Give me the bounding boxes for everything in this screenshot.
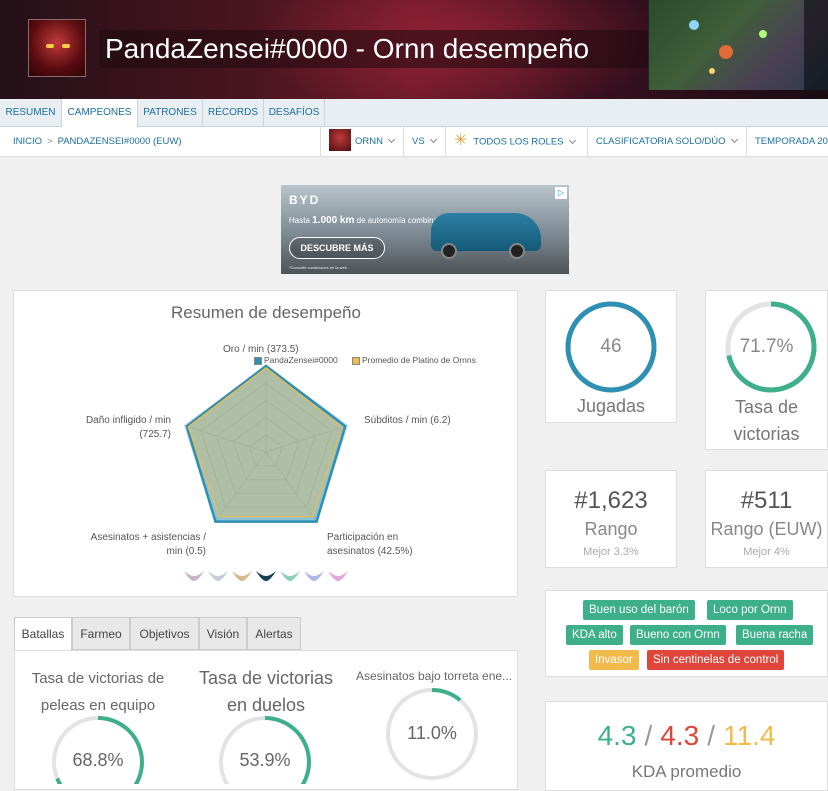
role-filter-label: TODOS LOS ROLES xyxy=(473,136,564,148)
teamfight-value: 68.8% xyxy=(72,750,124,770)
tab-patrones[interactable]: Patrones xyxy=(138,99,203,127)
region-rank-card: #511 Rango (EUW) Mejor 4% xyxy=(705,470,828,568)
champion-filter[interactable]: ORNN xyxy=(320,127,403,157)
vs-filter[interactable]: VS xyxy=(403,127,445,157)
filter-bar: INICIO > PANDAZENSEI#0000 (EUW) ORNN VS ✳ T… xyxy=(0,127,828,157)
winrate-value: 71.7% xyxy=(739,336,794,357)
queue-filter-label: CLASIFICATORIA SOLO/DÚO xyxy=(596,136,726,147)
region-rank-label: Rango (EUW) xyxy=(710,519,823,539)
games-played-value: 46 xyxy=(600,336,622,357)
advertisement-banner[interactable]: BYD Hasta 1.000 km de autonomía combinad… xyxy=(281,185,569,274)
kda-assists: 11.4 xyxy=(723,720,776,751)
breadcrumb: INICIO > PANDAZENSEI#0000 (EUW) xyxy=(13,127,181,157)
iron-wings-icon xyxy=(184,571,204,581)
performance-title: Resumen de desempeño xyxy=(171,303,361,322)
kda-label: KDA promedio xyxy=(631,762,742,781)
ad-subtitle: Hasta 1.000 km de autonomía combinada xyxy=(289,215,447,226)
region-rank-percentile: Mejor 4% xyxy=(743,546,790,558)
subtab-farmeo[interactable]: Farmeo xyxy=(72,617,130,650)
radar-label-kills-assists: Asesinatos + asistencias / min (0.5) xyxy=(90,532,206,557)
breadcrumb-home[interactable]: INICIO xyxy=(13,136,43,147)
silver-wings-icon xyxy=(232,571,252,581)
master-wings-icon xyxy=(328,571,348,581)
tab-desafios[interactable]: Desafíos xyxy=(264,99,325,127)
games-played-label: Jugadas xyxy=(576,396,646,416)
tab-campeones[interactable]: Campeones xyxy=(62,99,138,128)
season-filter-label: TEMPORADA 20 xyxy=(755,136,828,147)
chevron-down-icon xyxy=(387,135,396,144)
games-played-card: 46 Jugadas xyxy=(545,290,677,423)
tag-baron[interactable]: Buen uso del barón xyxy=(583,600,695,620)
kda-deaths: 4.3 xyxy=(660,720,700,751)
breadcrumb-player[interactable]: PANDAZENSEI#0000 (EUW) xyxy=(57,136,182,147)
diamond-wings-icon xyxy=(304,571,324,581)
champion-filter-label: ORNN xyxy=(355,136,383,147)
profile-banner: PandaZensei#0000 - Ornn desempeño xyxy=(0,0,828,99)
gameplay-video-thumbnail[interactable] xyxy=(648,0,828,90)
region-rank-value: #511 xyxy=(740,487,793,514)
legend-swatch xyxy=(352,356,360,365)
bronze-wings-icon xyxy=(208,571,228,581)
breadcrumb-separator: > xyxy=(47,136,53,147)
role-filter[interactable]: ✳ TODOS LOS ROLES xyxy=(445,127,587,157)
chevron-down-icon xyxy=(730,135,738,144)
global-rank-value: #1,623 xyxy=(574,487,648,514)
ornn-portrait-icon xyxy=(28,19,86,77)
subtab-batallas[interactable]: Batallas xyxy=(14,617,72,651)
legend-swatch xyxy=(254,356,262,365)
ad-legal: *Consulte condiciones en la web xyxy=(289,265,347,270)
teamfight-title: Tasa de victorias de peleas en equipo xyxy=(31,670,165,714)
duels-title: Tasa de victorias en duelos xyxy=(198,668,334,715)
ornn-mini-icon xyxy=(329,129,351,152)
tag-kda-alto[interactable]: KDA alto xyxy=(566,625,623,645)
all-roles-icon: ✳ xyxy=(454,132,468,149)
radar-label-gold: Oro / min (373.5) xyxy=(223,344,299,355)
subtab-vision[interactable]: Visión xyxy=(199,617,247,650)
ad-brand: BYD xyxy=(289,193,321,207)
duels-value: 53.9% xyxy=(239,750,291,770)
legend-player: PandaZensei#0000 xyxy=(254,355,338,365)
performance-summary-card: Resumen de desempeño xyxy=(13,290,518,597)
kda-value: 4.3/4.3/11.4 xyxy=(597,720,776,751)
tag-bueno-ornn[interactable]: Bueno con Ornn xyxy=(630,625,726,645)
subtab-alertas[interactable]: Alertas xyxy=(247,617,301,650)
subtab-objetivos[interactable]: Objetivos xyxy=(130,617,199,650)
profile-tabs: Resumen Campeones Patrones Récords Desaf… xyxy=(0,99,828,128)
global-rank-label: Rango xyxy=(584,519,638,539)
tag-loco-ornn[interactable]: Loco por Ornn xyxy=(707,600,793,620)
tag-invasor[interactable]: Invasor xyxy=(589,650,639,670)
ad-cta-button[interactable]: DESCUBRE MÁS xyxy=(289,237,385,259)
tab-records[interactable]: Récords xyxy=(203,99,264,127)
tab-resumen[interactable]: Resumen xyxy=(0,99,62,127)
rank-tier-icons xyxy=(184,571,348,581)
kda-kills: 4.3 xyxy=(597,720,637,751)
tower-kills-title: Asesinatos bajo torreta ene... xyxy=(355,669,513,683)
radar-label-minions: Súbditos / min (6.2) xyxy=(364,415,451,426)
car-wheel xyxy=(509,243,525,259)
kda-card: 4.3/4.3/11.4 KDA promedio xyxy=(545,701,828,791)
winrate-label: Tasa de victorias xyxy=(733,397,800,444)
season-filter[interactable]: TEMPORADA 20 xyxy=(746,127,828,157)
radar-label-participation: Participación en asesinatos (42.5%) xyxy=(327,532,413,557)
winrate-card: 71.7% Tasa de victorias xyxy=(705,290,828,450)
game-hud xyxy=(804,0,828,90)
ad-choices-icon[interactable]: ▷ xyxy=(555,187,567,199)
queue-filter[interactable]: CLASIFICATORIA SOLO/DÚO xyxy=(587,127,746,157)
tag-buena-racha[interactable]: Buena racha xyxy=(736,625,814,645)
tag-sin-centinelas[interactable]: Sin centinelas de control xyxy=(647,650,785,670)
chevron-down-icon xyxy=(429,135,437,144)
global-rank-percentile: Mejor 3.3% xyxy=(583,546,639,558)
chevron-down-icon xyxy=(568,136,576,144)
gold-wings-icon xyxy=(256,571,276,581)
platinum-wings-icon xyxy=(280,571,300,581)
tower-kills-value: 11.0% xyxy=(407,723,457,743)
car-wheel xyxy=(441,243,457,259)
playstyle-tags: Buen uso del barón Loco por Ornn KDA alt… xyxy=(545,590,828,677)
vs-filter-label: VS xyxy=(412,136,425,147)
page-title: PandaZensei#0000 - Ornn desempeño xyxy=(99,30,659,68)
radar-label-damage: Daño infligido / min (725.7) xyxy=(85,415,171,440)
legend-average: Promedio de Platino de Ornns xyxy=(352,355,476,365)
global-rank-card: #1,623 Rango Mejor 3.3% xyxy=(545,470,677,568)
